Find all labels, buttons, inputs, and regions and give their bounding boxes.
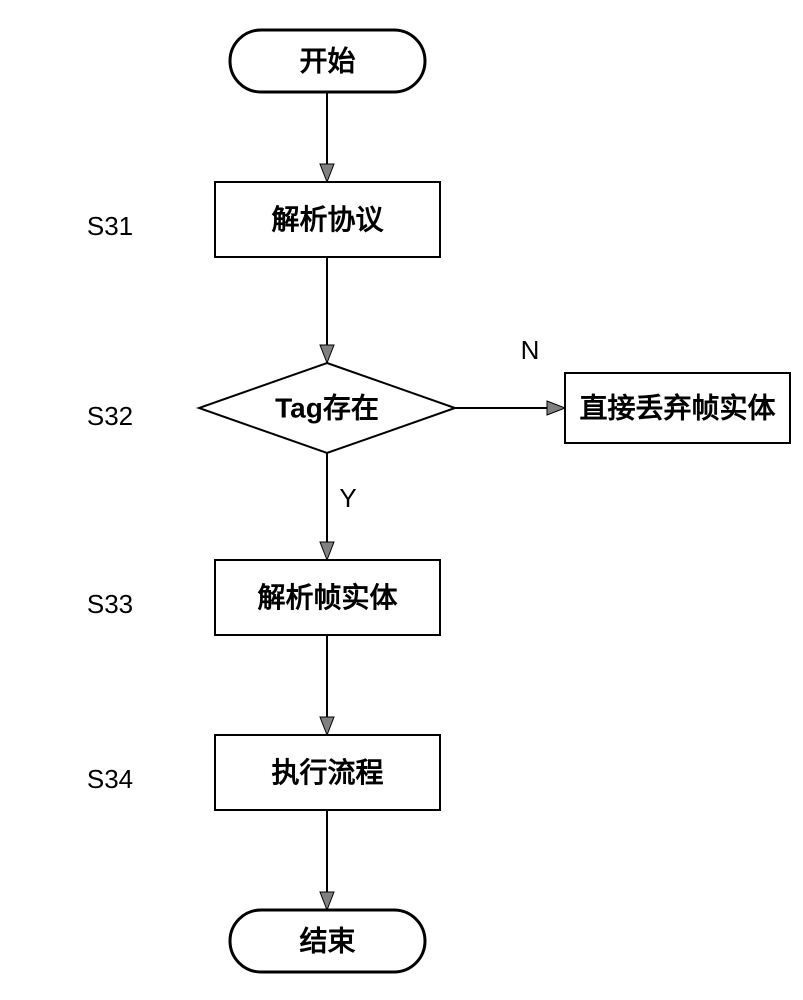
step-label-s33: S33 [87, 589, 133, 619]
edge-3 [320, 635, 334, 735]
edge-4 [320, 810, 334, 910]
node-s33-label: 解析帧实体 [257, 581, 398, 613]
edge-1 [320, 257, 334, 363]
step-label-s32: S32 [87, 401, 133, 431]
step-label-s31: S31 [87, 211, 133, 241]
node-end-label: 结束 [299, 925, 355, 956]
branch-label-no: N [521, 335, 540, 365]
step-label-s34: S34 [87, 764, 133, 794]
node-s31-label: 解析协议 [271, 204, 384, 235]
node-start-label: 开始 [299, 45, 355, 76]
branch-label-yes: Y [339, 483, 356, 513]
edge-5 [455, 401, 565, 415]
node-s34-label: 执行流程 [271, 756, 383, 788]
edge-2 [320, 453, 334, 560]
node-s32-label: Tag存在 [275, 391, 379, 423]
edge-0 [320, 92, 334, 182]
node-side-label: 直接丢弃帧实体 [579, 391, 776, 423]
